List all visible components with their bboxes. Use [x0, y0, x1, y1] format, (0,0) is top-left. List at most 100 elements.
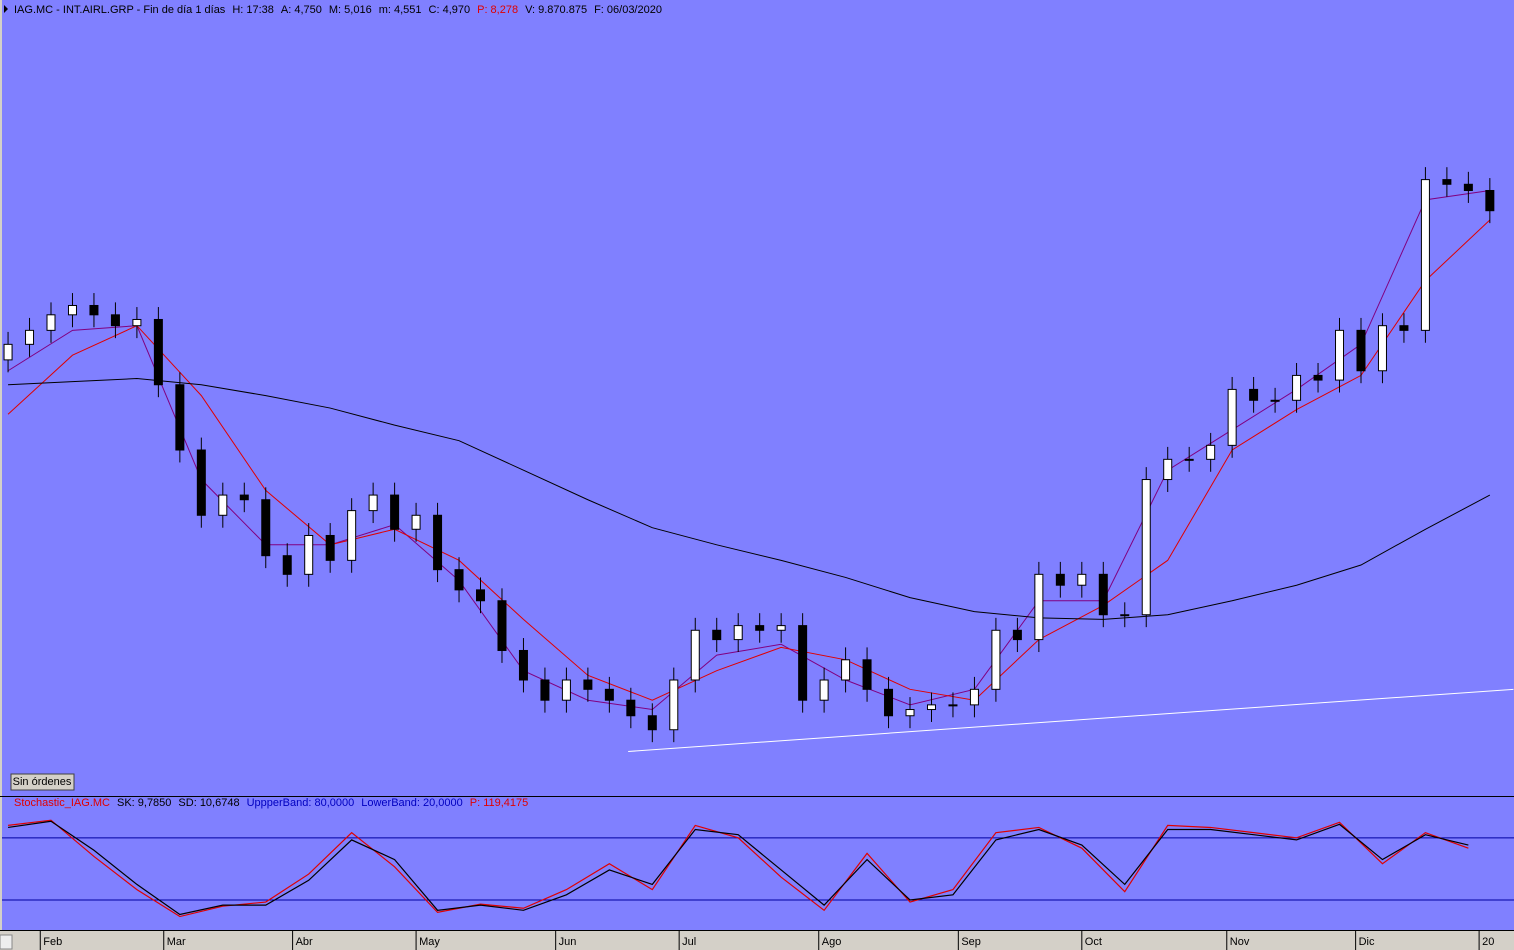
- candle-body: [518, 649, 528, 681]
- x-tick-label: Ago: [822, 936, 842, 948]
- x-tick-label: Jul: [682, 936, 696, 948]
- header-field: SD: 10,6748: [178, 797, 239, 809]
- x-tick-label: Feb: [43, 936, 62, 948]
- indicator-line: [628, 688, 1514, 752]
- candle-body: [1098, 573, 1108, 616]
- candle-body: [1313, 374, 1323, 381]
- x-tick-label: Mar: [167, 936, 186, 948]
- x-tick-label: 20: [1482, 936, 1494, 948]
- candle-body: [948, 704, 958, 707]
- candle-body: [798, 625, 808, 701]
- x-tick-label: Sep: [961, 936, 981, 948]
- stochastic-panel: [2, 797, 1514, 930]
- candle-body: [1184, 458, 1194, 461]
- candle-body: [1141, 479, 1151, 616]
- candle-body: [690, 629, 700, 681]
- candle-body: [540, 679, 550, 701]
- orders-button[interactable]: [10, 773, 75, 791]
- candle-body: [196, 449, 206, 516]
- header-field: UppperBand: 80,0000: [247, 797, 355, 809]
- candle-body: [905, 709, 915, 717]
- candle-body: [433, 514, 443, 571]
- candle-body: [647, 715, 657, 731]
- candle-body: [1420, 179, 1430, 331]
- candle-body: [755, 625, 765, 631]
- orders-button-label[interactable]: Sin órdenes: [13, 776, 72, 788]
- candle-body: [926, 704, 936, 711]
- header-title: Stochastic_IAG.MC: [14, 797, 110, 809]
- candle-body: [282, 555, 292, 575]
- candle-body: [1012, 629, 1022, 641]
- stochastic-line: [7, 819, 1469, 918]
- candle-body: [1206, 444, 1216, 460]
- candle-body: [175, 384, 185, 451]
- indicator-line: [7, 219, 1491, 701]
- candle-body: [862, 659, 872, 690]
- candle-body: [669, 679, 679, 731]
- price-header: IAG.MC - INT.AIRL.GRP - Fin de día 1 día…: [14, 4, 662, 16]
- header-field: m: 4,551: [379, 4, 422, 16]
- candle-body: [969, 688, 979, 706]
- candle-body: [1292, 374, 1302, 401]
- header-field: P: 8,278: [477, 4, 518, 16]
- candle-body: [89, 304, 99, 316]
- candle-body: [561, 679, 571, 701]
- candle-body: [1463, 183, 1473, 191]
- x-tick-label: Oct: [1085, 936, 1102, 948]
- header-field: A: 4,750: [281, 4, 322, 16]
- header-field: F: 06/03/2020: [594, 4, 662, 16]
- header-title: IAG.MC - INT.AIRL.GRP - Fin de día 1 día…: [14, 4, 226, 16]
- candle-body: [347, 510, 357, 561]
- candle-body: [239, 494, 249, 501]
- candle-body: [25, 329, 35, 345]
- candle-body: [1335, 329, 1345, 381]
- x-tick-label: Dic: [1359, 936, 1375, 948]
- scroll-button[interactable]: [0, 934, 13, 950]
- candle-body: [110, 314, 120, 327]
- candle-body: [1034, 573, 1044, 641]
- candle-body: [1077, 573, 1087, 586]
- candle-body: [304, 534, 314, 575]
- candle-body: [776, 625, 786, 631]
- indicator-line: [7, 189, 1490, 711]
- candle-body: [604, 688, 614, 701]
- candle-body: [626, 699, 636, 717]
- candle-body: [1377, 325, 1387, 372]
- candle-body: [1399, 325, 1409, 331]
- stochastic-line: [7, 820, 1469, 916]
- header-field: P: 119,4175: [470, 797, 529, 809]
- candle-body: [368, 494, 378, 512]
- header-field: M: 5,016: [329, 4, 372, 16]
- stochastic-header: Stochastic_IAG.MC SK: 9,7850 SD: 10,6748 Up…: [14, 797, 528, 809]
- collapse-icon[interactable]: [4, 5, 8, 13]
- candle-body: [1270, 399, 1280, 402]
- candle-body: [1442, 179, 1452, 185]
- candle-body: [454, 569, 464, 591]
- candle-body: [733, 625, 743, 641]
- candle-body: [583, 679, 593, 690]
- candle-body: [1356, 329, 1366, 372]
- header-field: V: 9.870.875: [525, 4, 587, 16]
- candle-body: [132, 318, 142, 327]
- header-field: H: 17:38: [232, 4, 274, 16]
- candle-body: [476, 589, 486, 602]
- header-field: C: 4,970: [429, 4, 471, 16]
- x-tick-label: Jun: [559, 936, 577, 948]
- candle-body: [1249, 388, 1259, 401]
- candle-body: [497, 600, 507, 651]
- candle-body: [153, 318, 163, 386]
- candle-body: [991, 629, 1001, 690]
- x-tick-label: Nov: [1230, 936, 1250, 948]
- candle-body: [819, 679, 829, 701]
- candle-body: [712, 629, 722, 641]
- candle-body: [1485, 189, 1495, 212]
- candle-body: [884, 688, 894, 717]
- candle-body: [1055, 573, 1065, 586]
- candle-body: [3, 343, 13, 361]
- candle-body: [67, 304, 77, 316]
- header-field: LowerBand: 20,0000: [361, 797, 463, 809]
- candle-body: [46, 314, 56, 331]
- candle-body: [1120, 614, 1130, 617]
